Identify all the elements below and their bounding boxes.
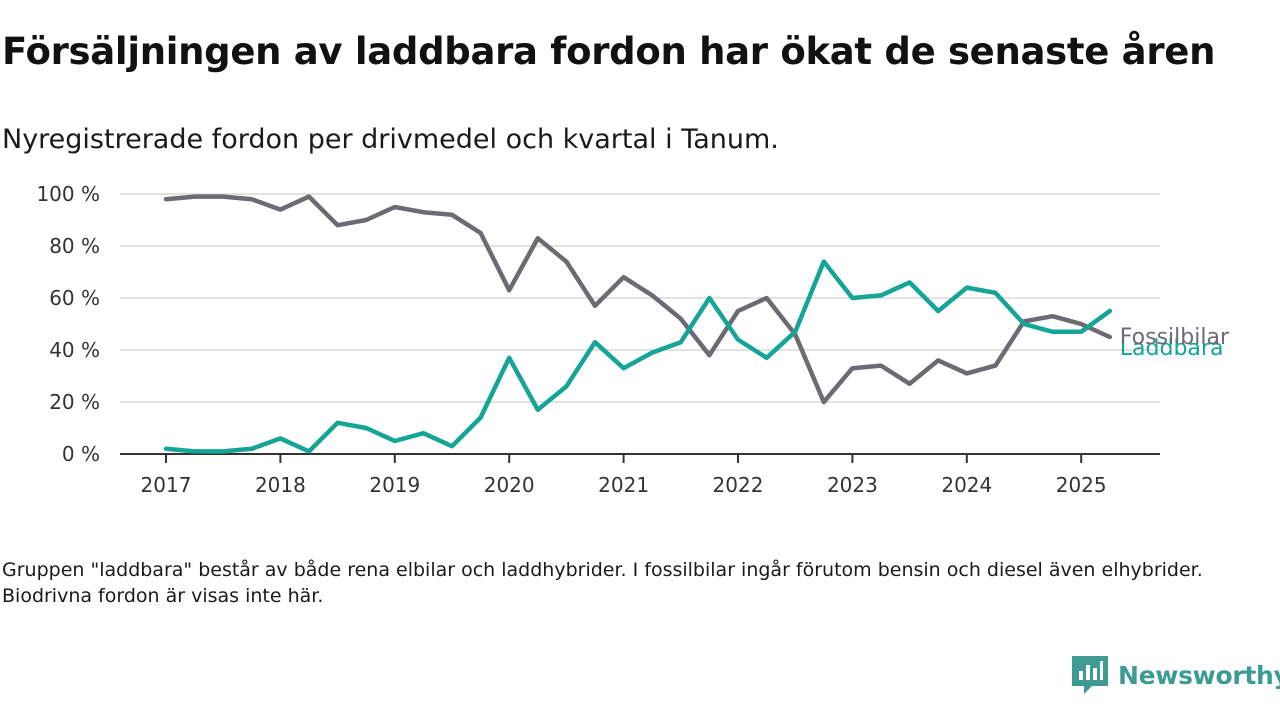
y-tick-label: 60 % (49, 286, 100, 310)
brand[interactable]: Newsworthy (1072, 655, 1280, 695)
x-axis: 2017 2018 2019 2020 2021 2022 2023 2024 2025 (120, 453, 1160, 497)
y-tick-label: 100 % (36, 182, 100, 206)
y-axis-ticks: 0 % 20 % 40 % 60 % 80 % 100 % (36, 182, 100, 466)
series-lines (163, 194, 1113, 454)
y-tick-label: 40 % (49, 338, 100, 362)
footnote: Gruppen "laddbara" består av både rena e… (2, 559, 1203, 607)
x-tick-label: 2023 (827, 473, 878, 497)
chart-title: Försäljningen av laddbara fordon har öka… (2, 30, 1216, 73)
newsworthy-logo-icon (1072, 656, 1108, 694)
y-tick-label: 80 % (49, 234, 100, 258)
x-tick-label: 2022 (713, 473, 764, 497)
x-tick-label: 2025 (1056, 473, 1107, 497)
x-tick-label: 2019 (369, 473, 420, 497)
x-tick-label: 2018 (255, 473, 306, 497)
series-label-laddbara: Laddbara (1120, 336, 1224, 361)
x-tick-label: 2024 (941, 473, 992, 497)
x-tick-label: 2021 (598, 473, 649, 497)
y-tick-label: 20 % (49, 390, 100, 414)
x-tick-label: 2017 (141, 473, 192, 497)
line-chart: 0 % 20 % 40 % 60 % 80 % 100 % 2017 2018 2019 202… (36, 182, 1230, 497)
y-tick-label: 0 % (62, 442, 100, 466)
x-tick-label: 2020 (484, 473, 535, 497)
series-label-fossilbilar: Fossilbilar (1120, 325, 1230, 350)
series-line-fossilbilar (163, 194, 1113, 405)
chart-subtitle: Nyregistrerade fordon per drivmedel och … (2, 124, 779, 155)
gridlines (120, 193, 1160, 403)
brand-name: Newsworthy (1118, 660, 1280, 690)
series-line-laddbara (163, 259, 1113, 454)
